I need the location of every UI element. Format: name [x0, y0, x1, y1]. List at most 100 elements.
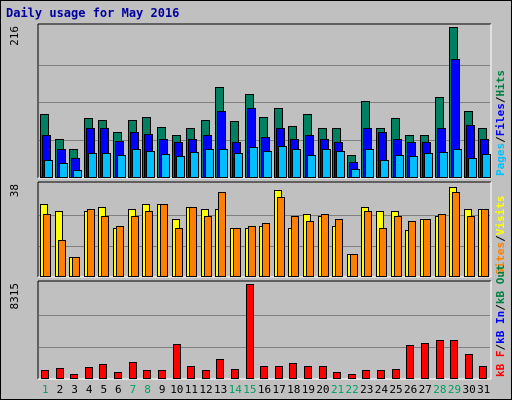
x-tick-label: 4 [86, 383, 93, 396]
legend-entry: / [494, 136, 507, 143]
bar-pages [102, 153, 111, 178]
bar-kb-f [246, 284, 254, 379]
bar-pages [409, 156, 418, 178]
legend-top: Pages/Files/Hits [494, 70, 507, 176]
bar-pages [176, 156, 185, 178]
y-max-label: 216 [8, 26, 21, 46]
panel-background [38, 281, 491, 379]
x-tick-label: 24 [375, 383, 389, 396]
legend-entry: / [494, 304, 507, 311]
bar-kb-f [436, 340, 444, 379]
bar-sites [350, 254, 358, 277]
bar-pages [190, 152, 199, 178]
x-tick-label: 14 [229, 383, 243, 396]
legend-entry: Pages [494, 143, 507, 176]
x-tick-label: 16 [258, 383, 271, 396]
bar-kb-f [465, 354, 473, 379]
bar-sites [116, 226, 124, 277]
bar-kb-f [70, 374, 78, 379]
bar-sites [262, 223, 270, 277]
bar-kb-f [304, 366, 312, 379]
bar-sites [408, 221, 416, 277]
x-tick-label: 8 [144, 383, 151, 396]
bar-sites [291, 216, 299, 277]
x-tick-label: 18 [287, 383, 300, 396]
bar-sites [248, 226, 256, 277]
bar-kb-f [187, 366, 195, 379]
legend-entry: / [494, 96, 507, 103]
bar-kb-f [479, 366, 487, 379]
bar-sites [379, 228, 387, 277]
bar-pages [146, 151, 155, 178]
bar-sites [452, 192, 460, 277]
legend-entry: Hits [494, 70, 507, 97]
legend-entry: kB Out [494, 264, 507, 304]
bar-sites [423, 219, 431, 277]
x-tick-label: 27 [419, 383, 432, 396]
bar-kb-f [333, 372, 341, 379]
bar-sites [364, 211, 372, 277]
x-tick-label: 11 [185, 383, 198, 396]
bar-sites [175, 228, 183, 277]
bar-kb-f [41, 370, 49, 379]
bar-sites [218, 192, 226, 277]
bar-pages [161, 154, 170, 178]
bar-pages [117, 155, 126, 178]
bar-kb-f [275, 366, 283, 379]
bar-pages [73, 170, 82, 178]
bar-sites [189, 207, 197, 277]
x-tick-label: 26 [404, 383, 417, 396]
bar-pages [380, 160, 389, 178]
bar-kb-f [56, 368, 64, 379]
x-tick-label: 2 [57, 383, 64, 396]
x-tick-label: 17 [272, 383, 285, 396]
bar-pages [365, 149, 374, 178]
bar-pages [234, 153, 243, 178]
legend-entry: / [494, 235, 507, 242]
x-tick-label: 22 [346, 383, 359, 396]
bar-pages [351, 169, 360, 178]
x-tick-label: 15 [243, 383, 256, 396]
bar-kb-f [319, 366, 327, 379]
bar-sites [467, 216, 475, 277]
bar-kb-f [158, 370, 166, 379]
bar-sites [481, 209, 489, 277]
bar-kb-f [406, 345, 414, 379]
legend-entry: / [494, 344, 507, 351]
bar-kb-f [392, 369, 400, 379]
bar-pages [307, 155, 316, 178]
legend-entry: Sites [494, 242, 507, 275]
bar-sites [87, 209, 95, 277]
bar-sites [131, 216, 139, 277]
bar-kb-f [99, 364, 107, 379]
bar-sites [101, 216, 109, 277]
x-tick-label: 13 [214, 383, 227, 396]
x-tick-label: 21 [331, 383, 344, 396]
x-tick-label: 25 [389, 383, 402, 396]
bar-pages [263, 151, 272, 178]
x-tick-label: 10 [170, 383, 183, 396]
bar-pages [44, 160, 53, 178]
legend-entry: Files [494, 103, 507, 136]
x-tick-label: 20 [316, 383, 329, 396]
bar-pages [59, 163, 68, 178]
bar-kb-f [231, 369, 239, 379]
x-tick-label: 5 [100, 383, 107, 396]
bar-sites [160, 204, 168, 277]
bar-sites [58, 240, 66, 277]
bar-sites [233, 228, 241, 277]
bar-pages [336, 151, 345, 178]
bar-pages [468, 158, 477, 178]
bar-pages [249, 147, 258, 178]
bar-pages [453, 149, 462, 178]
x-tick-label: 23 [360, 383, 373, 396]
x-tick-label: 7 [130, 383, 137, 396]
bar-pages [278, 146, 287, 178]
bar-kb-f [85, 367, 93, 379]
bar-pages [292, 149, 301, 178]
bar-sites [277, 197, 285, 277]
bar-kb-f [114, 372, 122, 379]
bar-pages [439, 152, 448, 178]
legend-entry: kB F [494, 351, 507, 378]
x-tick-label: 9 [159, 383, 166, 396]
